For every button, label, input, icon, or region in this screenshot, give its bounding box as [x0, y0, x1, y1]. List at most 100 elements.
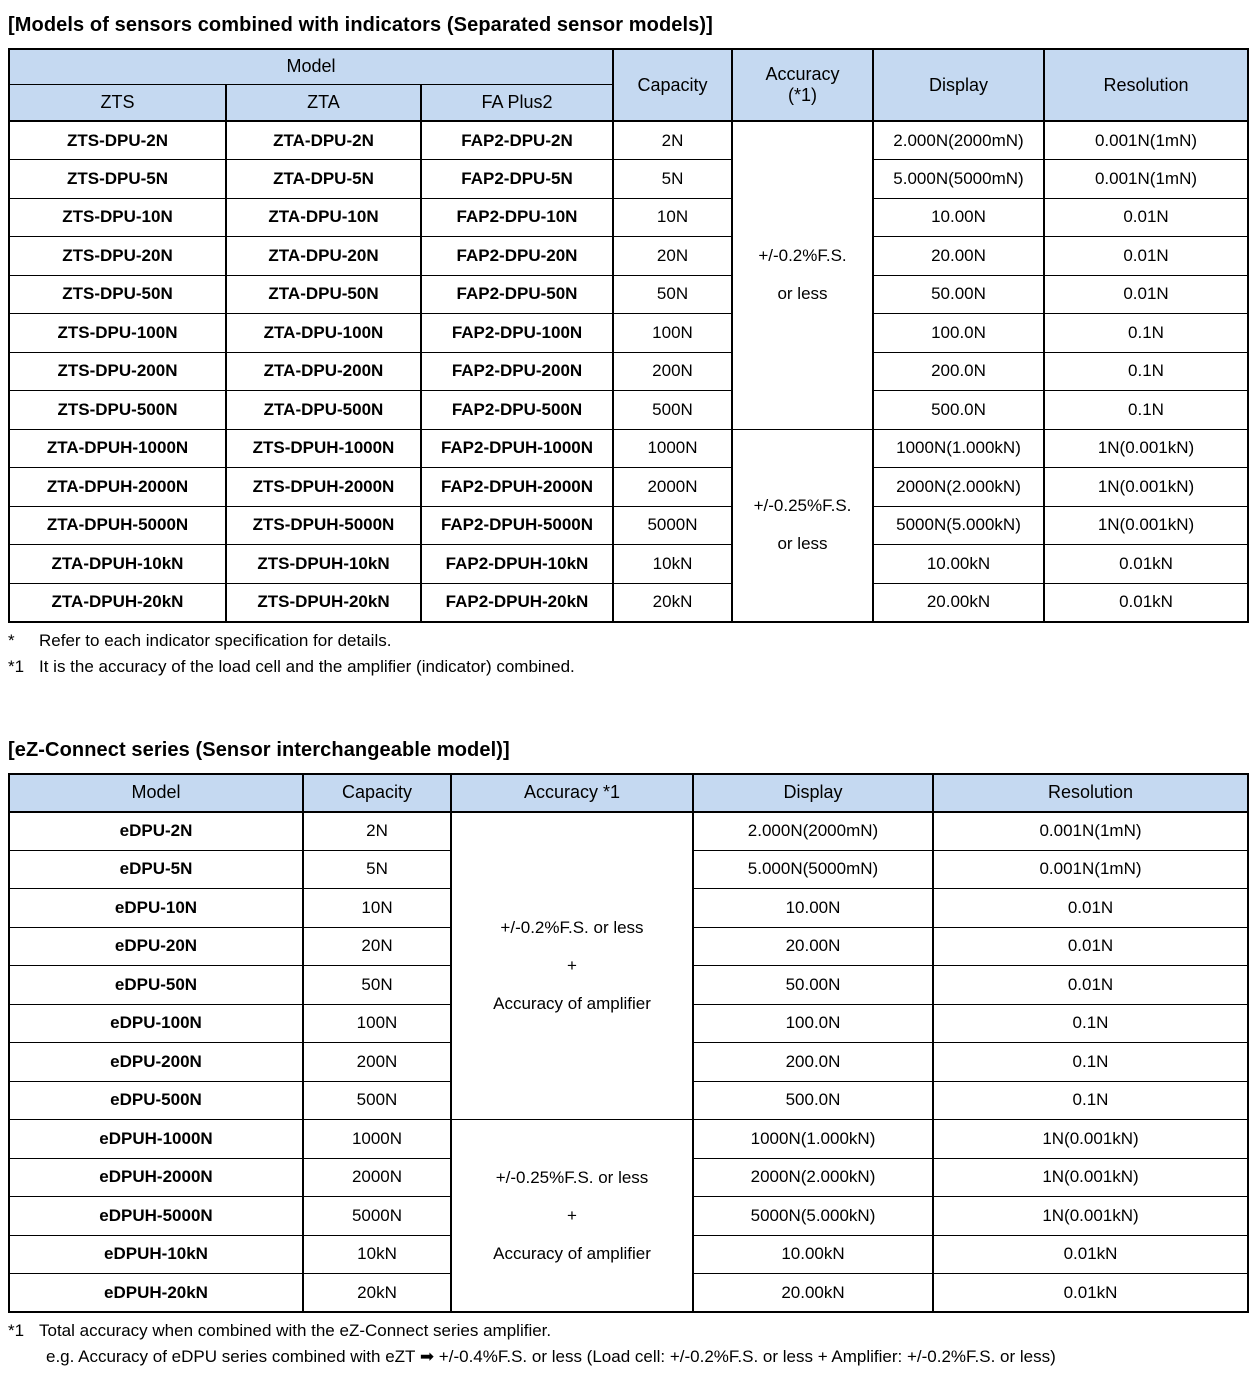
footnote-text: Refer to each indicator specification fo…: [39, 630, 392, 650]
resolution-cell: 1N(0.001kN): [1043, 428, 1249, 468]
capacity-cell: 2000N: [302, 1157, 452, 1197]
model-cell: ZTA-DPUH-5000N: [8, 505, 227, 545]
model-cell: ZTA-DPU-50N: [225, 274, 422, 314]
resolution-cell: 0.01kN: [932, 1234, 1249, 1274]
footnote-text: e.g. Accuracy of eDPU series combined wi…: [46, 1347, 1056, 1366]
table-row: ZTS-DPU-20N ZTA-DPU-20N FAP2-DPU-20N 20N…: [8, 236, 1249, 276]
display-cell: 20.00N: [872, 236, 1045, 276]
display-cell: 10.00N: [872, 197, 1045, 237]
column-header-display: Display: [692, 773, 934, 813]
capacity-cell: 5000N: [612, 505, 733, 545]
footnote-text: Total accuracy when combined with the eZ…: [39, 1321, 552, 1340]
display-cell: 20.00kN: [692, 1273, 934, 1313]
display-cell: 500.0N: [872, 390, 1045, 430]
footnote: *1 Total accuracy when combined with the…: [8, 1318, 1247, 1344]
model-cell: FAP2-DPUH-10kN: [420, 544, 614, 584]
capacity-cell: 20N: [302, 926, 452, 966]
display-cell: 100.0N: [872, 313, 1045, 353]
column-header-resolution: Resolution: [932, 773, 1249, 813]
resolution-cell: 0.01N: [1043, 274, 1249, 314]
footnote-marker: *: [8, 630, 15, 650]
column-header-fa-plus2: FA Plus2: [420, 83, 614, 122]
display-cell: 10.00kN: [872, 544, 1045, 584]
resolution-cell: 0.001N(1mN): [932, 849, 1249, 889]
model-cell: ZTA-DPU-500N: [225, 390, 422, 430]
resolution-cell: 1N(0.001kN): [1043, 505, 1249, 545]
capacity-cell: 5N: [302, 849, 452, 889]
resolution-cell: 0.1N: [932, 1080, 1249, 1120]
display-cell: 2.000N(2000mN): [872, 120, 1045, 160]
table-row: eDPUH-5000N 5000N 5000N(5.000kN) 1N(0.00…: [8, 1196, 1249, 1236]
column-header-display: Display: [872, 48, 1045, 122]
header-row: Model Capacity Accuracy *1 Display Resol…: [8, 773, 1249, 813]
model-cell: eDPUH-2000N: [8, 1157, 304, 1197]
column-header-model: Model: [8, 773, 304, 813]
model-cell: eDPUH-20kN: [8, 1273, 304, 1313]
display-cell: 1000N(1.000kN): [692, 1119, 934, 1159]
display-cell: 200.0N: [692, 1042, 934, 1082]
capacity-cell: 100N: [612, 313, 733, 353]
footnote-marker: *1: [8, 656, 25, 676]
resolution-cell: 1N(0.001kN): [932, 1157, 1249, 1197]
model-cell: ZTA-DPU-10N: [225, 197, 422, 237]
capacity-cell: 5N: [612, 159, 733, 199]
display-cell: 1000N(1.000kN): [872, 428, 1045, 468]
model-cell: ZTS-DPU-200N: [8, 351, 227, 391]
table-row: eDPU-20N 20N 20.00N 0.01N: [8, 926, 1249, 966]
model-cell: eDPU-20N: [8, 926, 304, 966]
section-title: [Models of sensors combined with indicat…: [8, 14, 713, 36]
table-row: ZTS-DPU-200N ZTA-DPU-200N FAP2-DPU-200N …: [8, 351, 1249, 391]
model-cell: FAP2-DPU-10N: [420, 197, 614, 237]
model-cell: ZTS-DPU-2N: [8, 120, 227, 160]
model-cell: ZTS-DPUH-20kN: [225, 582, 422, 622]
ez-connect-table: Model Capacity Accuracy *1 Display Resol…: [8, 772, 1249, 1313]
table-row: eDPU-5N 5N 5.000N(5000mN) 0.001N(1mN): [8, 849, 1249, 889]
capacity-cell: 500N: [612, 390, 733, 430]
model-cell: ZTA-DPUH-2000N: [8, 467, 227, 507]
table-row: ZTA-DPUH-1000N ZTS-DPUH-1000N FAP2-DPUH-…: [8, 428, 1249, 622]
model-cell: FAP2-DPUH-5000N: [420, 505, 614, 545]
resolution-cell: 0.1N: [932, 1003, 1249, 1043]
resolution-cell: 1N(0.001kN): [932, 1196, 1249, 1236]
table-row: ZTS-DPU-50N ZTA-DPU-50N FAP2-DPU-50N 50N…: [8, 274, 1249, 314]
section-title: [eZ-Connect series (Sensor interchangeab…: [8, 738, 510, 761]
capacity-cell: 50N: [612, 274, 733, 314]
table-row: ZTS-DPU-10N ZTA-DPU-10N FAP2-DPU-10N 10N…: [8, 197, 1249, 237]
model-cell: eDPUH-10kN: [8, 1234, 304, 1274]
model-cell: ZTS-DPU-10N: [8, 197, 227, 237]
accuracy-cell: +/-0.25%F.S. or less + Accuracy of ampli…: [450, 1119, 694, 1313]
column-header-zts: ZTS: [8, 83, 227, 122]
resolution-cell: 0.1N: [932, 1042, 1249, 1082]
table-row: ZTA-DPUH-20kN ZTS-DPUH-20kN FAP2-DPUH-20…: [8, 582, 1249, 622]
model-cell: ZTS-DPU-100N: [8, 313, 227, 353]
display-cell: 10.00N: [692, 888, 934, 928]
table-row: eDPUH-20kN 20kN 20.00kN 0.01kN: [8, 1273, 1249, 1313]
model-cell: FAP2-DPU-20N: [420, 236, 614, 276]
capacity-cell: 10kN: [302, 1234, 452, 1274]
resolution-cell: 0.01kN: [1043, 544, 1249, 584]
capacity-cell: 2000N: [612, 467, 733, 507]
table-row: eDPU-2N 2N +/-0.2%F.S. or less + Accurac…: [8, 811, 1249, 1120]
table-row: eDPUH-2000N 2000N 2000N(2.000kN) 1N(0.00…: [8, 1157, 1249, 1197]
model-cell: eDPU-200N: [8, 1042, 304, 1082]
display-cell: 5.000N(5000mN): [692, 849, 934, 889]
resolution-cell: 0.001N(1mN): [1043, 159, 1249, 199]
display-cell: 50.00N: [872, 274, 1045, 314]
display-cell: 50.00N: [692, 965, 934, 1005]
header-row-1: Model Capacity Accuracy (*1) Display Res…: [8, 48, 1249, 122]
model-cell: FAP2-DPUH-20kN: [420, 582, 614, 622]
model-cell: eDPU-50N: [8, 965, 304, 1005]
display-cell: 5000N(5.000kN): [692, 1196, 934, 1236]
capacity-cell: 50N: [302, 965, 452, 1005]
display-cell: 2000N(2.000kN): [872, 467, 1045, 507]
capacity-cell: 5000N: [302, 1196, 452, 1236]
model-cell: eDPU-100N: [8, 1003, 304, 1043]
model-cell: ZTA-DPUH-20kN: [8, 582, 227, 622]
model-cell: FAP2-DPUH-2000N: [420, 467, 614, 507]
model-cell: eDPU-500N: [8, 1080, 304, 1120]
capacity-cell: 2N: [302, 811, 452, 851]
display-cell: 5.000N(5000mN): [872, 159, 1045, 199]
capacity-cell: 500N: [302, 1080, 452, 1120]
capacity-cell: 1000N: [302, 1119, 452, 1159]
